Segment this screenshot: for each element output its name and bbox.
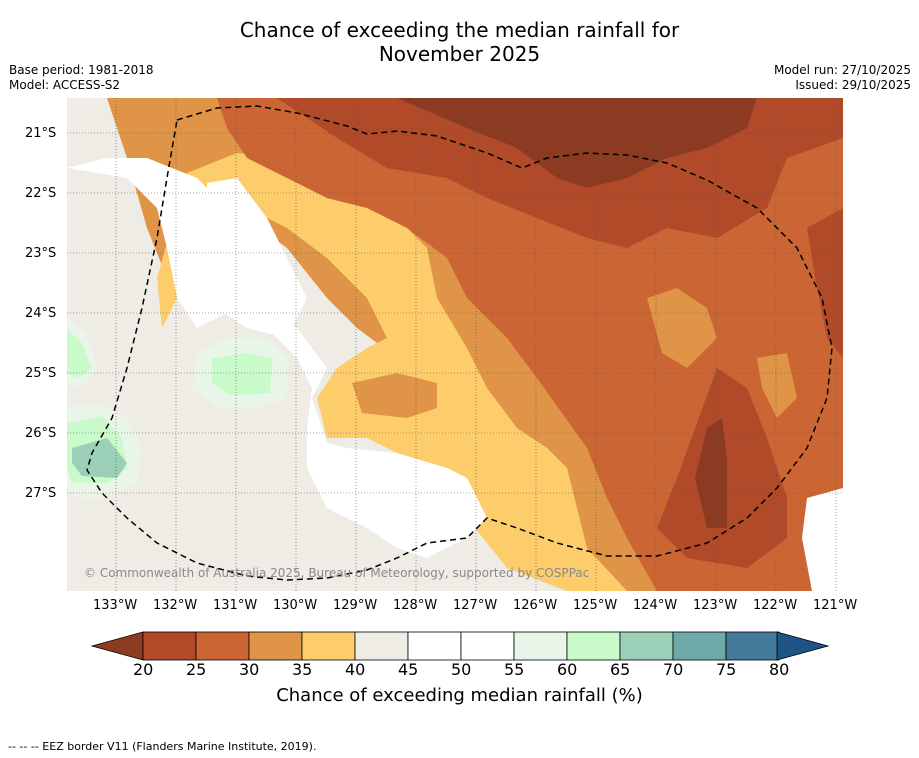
region-35-40 — [157, 153, 627, 591]
lat-label-21: 21°S — [25, 126, 57, 141]
lon-label-129: 129°W — [333, 598, 378, 613]
colorbar-tick-50: 50 — [451, 660, 472, 679]
colorbar-cell-45 — [407, 631, 462, 661]
colorbar-tick-25: 25 — [186, 660, 207, 679]
region-45-55-inner — [207, 178, 307, 338]
base-period: Base period: 1981-2018 — [9, 63, 154, 77]
lon-label-125: 125°W — [573, 598, 618, 613]
colorbar-tick-65: 65 — [610, 660, 631, 679]
map-title-line2: November 2025 — [378, 42, 541, 66]
colorbar-label: Chance of exceeding median rainfall (%) — [276, 685, 643, 706]
lat-label-24: 24°S — [25, 306, 57, 321]
colorbar-cell-35 — [301, 631, 356, 661]
model-run: Model run: 27/10/2025 — [773, 63, 911, 77]
region-65-70 — [72, 438, 127, 478]
patch-30-35-lowereast — [757, 353, 797, 418]
region-45-55-southeast — [802, 488, 843, 591]
lon-label-124: 124°W — [633, 598, 678, 613]
lon-label-123: 123°W — [693, 598, 738, 613]
map-title-line1: Chance of exceeding the median rainfall … — [239, 18, 680, 42]
lon-label-127: 127°W — [453, 598, 498, 613]
lat-label-23: 23°S — [25, 246, 57, 261]
rainfall-map — [67, 98, 843, 591]
colorbar-cell-50 — [460, 631, 515, 661]
colorbar-cell-55 — [513, 631, 568, 661]
colorbar-cell-75 — [725, 631, 780, 661]
colorbar-tick-80: 80 — [769, 660, 790, 679]
colorbar-cell-30 — [248, 631, 303, 661]
colorbar-cell-60 — [566, 631, 621, 661]
colorbar-tick-70: 70 — [663, 660, 684, 679]
region-20-25-east-edge — [807, 208, 843, 358]
region-60-65-westedge — [67, 330, 92, 378]
graticule — [67, 98, 843, 591]
lon-label-126: 126°W — [513, 598, 558, 613]
map-title: Chance of exceeding the median rainfall … — [0, 18, 919, 66]
lon-label-130: 130°W — [273, 598, 318, 613]
lat-label-22: 22°S — [25, 186, 57, 201]
lat-label-25: 25°S — [25, 366, 57, 381]
colorbar-tick-30: 30 — [239, 660, 260, 679]
lon-label-132: 132°W — [153, 598, 198, 613]
lon-label-121: 121°W — [813, 598, 858, 613]
colorbar-tick-55: 55 — [504, 660, 525, 679]
lon-label-131: 131°W — [213, 598, 258, 613]
region-below-20-north — [397, 98, 757, 188]
patch-30-35-east — [647, 288, 717, 368]
eez-border-west — [86, 105, 833, 581]
issued-date: Issued: 29/10/2025 — [795, 78, 911, 92]
colorbar-under-arrow — [90, 631, 144, 661]
meta-right: Model run: 27/10/2025 Issued: 29/10/2025 — [774, 63, 911, 93]
region-below-20-south — [695, 418, 727, 528]
colorbar-tick-35: 35 — [292, 660, 313, 679]
colorbar-tick-20: 20 — [133, 660, 154, 679]
colorbar-cell-70 — [672, 631, 727, 661]
meta-left: Base period: 1981-2018 Model: ACCESS-S2 — [9, 63, 154, 93]
colorbar-tick-60: 60 — [557, 660, 578, 679]
colorbar-over-arrow — [776, 631, 830, 661]
patch-30-35-center — [352, 373, 437, 418]
copyright-notice: © Commonwealth of Australia 2025, Bureau… — [84, 566, 590, 580]
colorbar-cell-20 — [142, 631, 197, 661]
colorbar-tick-40: 40 — [345, 660, 366, 679]
colorbar — [90, 631, 830, 661]
colorbar-cell-65 — [619, 631, 674, 661]
colorbar-cell-40 — [354, 631, 409, 661]
model-name: Model: ACCESS-S2 — [9, 78, 121, 92]
lon-label-122: 122°W — [753, 598, 798, 613]
colorbar-tick-45: 45 — [398, 660, 419, 679]
colorbar-tick-75: 75 — [716, 660, 737, 679]
lat-label-27: 27°S — [25, 486, 57, 501]
lat-label-26: 26°S — [25, 426, 57, 441]
region-45-55 — [67, 158, 487, 558]
lon-label-128: 128°W — [393, 598, 438, 613]
lon-label-133: 133°W — [93, 598, 138, 613]
eez-footnote: -- -- -- EEZ border V11 (Flanders Marine… — [8, 740, 317, 753]
region-60-65-center — [212, 353, 272, 396]
colorbar-cell-25 — [195, 631, 250, 661]
